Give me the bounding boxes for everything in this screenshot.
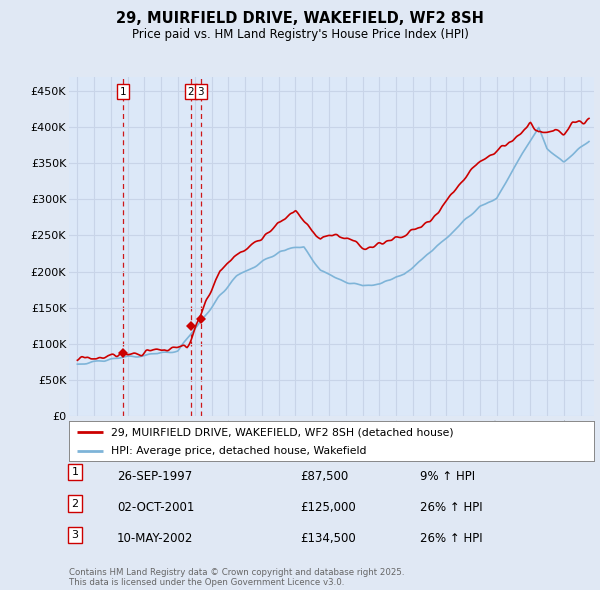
Text: 9% ↑ HPI: 9% ↑ HPI: [420, 470, 475, 483]
Text: £87,500: £87,500: [300, 470, 348, 483]
Text: 26% ↑ HPI: 26% ↑ HPI: [420, 501, 482, 514]
Text: 26-SEP-1997: 26-SEP-1997: [117, 470, 192, 483]
Text: £125,000: £125,000: [300, 501, 356, 514]
Text: 2: 2: [71, 499, 79, 509]
Text: HPI: Average price, detached house, Wakefield: HPI: Average price, detached house, Wake…: [111, 445, 367, 455]
Text: 29, MUIRFIELD DRIVE, WAKEFIELD, WF2 8SH: 29, MUIRFIELD DRIVE, WAKEFIELD, WF2 8SH: [116, 11, 484, 25]
Text: 3: 3: [71, 530, 79, 540]
Text: Price paid vs. HM Land Registry's House Price Index (HPI): Price paid vs. HM Land Registry's House …: [131, 28, 469, 41]
Text: 26% ↑ HPI: 26% ↑ HPI: [420, 532, 482, 545]
Text: 1: 1: [71, 467, 79, 477]
Text: 10-MAY-2002: 10-MAY-2002: [117, 532, 193, 545]
Text: £134,500: £134,500: [300, 532, 356, 545]
Text: 29, MUIRFIELD DRIVE, WAKEFIELD, WF2 8SH (detached house): 29, MUIRFIELD DRIVE, WAKEFIELD, WF2 8SH …: [111, 427, 454, 437]
Text: Contains HM Land Registry data © Crown copyright and database right 2025.
This d: Contains HM Land Registry data © Crown c…: [69, 568, 404, 587]
Text: 02-OCT-2001: 02-OCT-2001: [117, 501, 194, 514]
Text: 3: 3: [197, 87, 204, 97]
Text: 2: 2: [187, 87, 194, 97]
Text: 1: 1: [120, 87, 127, 97]
